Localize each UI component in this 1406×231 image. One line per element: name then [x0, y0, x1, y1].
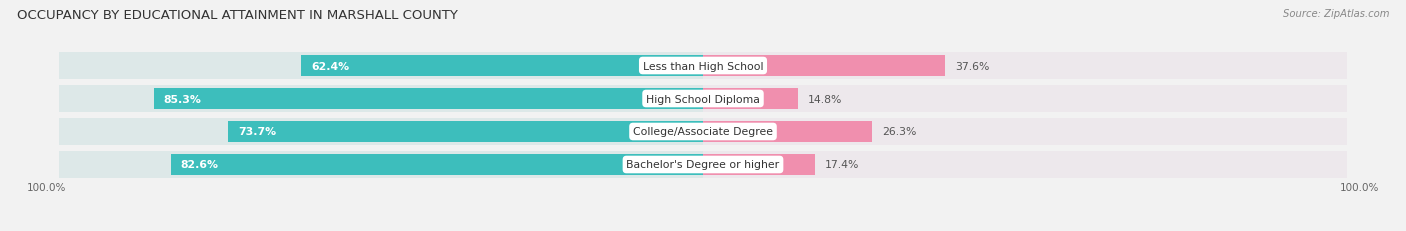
Text: 100.0%: 100.0% [27, 182, 66, 192]
Bar [703, 118, 1347, 146]
Bar [703, 122, 872, 142]
Text: 100.0%: 100.0% [1340, 182, 1379, 192]
Text: 26.3%: 26.3% [882, 127, 917, 137]
Bar [153, 89, 703, 109]
Bar [172, 155, 703, 175]
Bar [703, 85, 1347, 113]
Text: 37.6%: 37.6% [955, 61, 990, 71]
Text: College/Associate Degree: College/Associate Degree [633, 127, 773, 137]
Text: 62.4%: 62.4% [311, 61, 349, 71]
Bar [228, 122, 703, 142]
Text: 17.4%: 17.4% [825, 160, 859, 170]
Bar [59, 118, 703, 146]
Bar [59, 52, 703, 80]
Bar [703, 56, 945, 76]
Bar [703, 52, 1347, 80]
Bar [703, 89, 799, 109]
Text: 73.7%: 73.7% [238, 127, 276, 137]
Bar [59, 85, 703, 113]
Bar [703, 151, 1347, 179]
Text: 14.8%: 14.8% [808, 94, 842, 104]
Bar [703, 155, 815, 175]
Bar [59, 151, 703, 179]
Text: 82.6%: 82.6% [181, 160, 219, 170]
Text: Less than High School: Less than High School [643, 61, 763, 71]
Text: High School Diploma: High School Diploma [647, 94, 759, 104]
Text: 85.3%: 85.3% [163, 94, 201, 104]
Text: Source: ZipAtlas.com: Source: ZipAtlas.com [1282, 9, 1389, 19]
Bar [301, 56, 703, 76]
Text: Bachelor's Degree or higher: Bachelor's Degree or higher [627, 160, 779, 170]
Text: OCCUPANCY BY EDUCATIONAL ATTAINMENT IN MARSHALL COUNTY: OCCUPANCY BY EDUCATIONAL ATTAINMENT IN M… [17, 9, 458, 22]
